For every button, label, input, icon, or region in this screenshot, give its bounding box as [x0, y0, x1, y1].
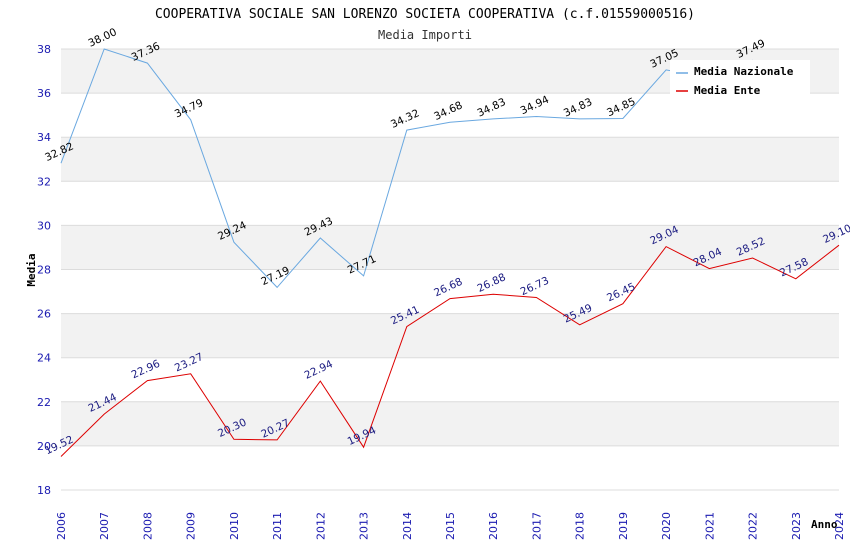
legend-box	[670, 60, 810, 96]
series-line-nazionale	[60, 48, 753, 289]
y-tick-label: 26	[37, 308, 51, 321]
legend: Media Nazionale Media Ente	[670, 60, 810, 97]
plot-band	[61, 313, 839, 358]
series-lines	[60, 48, 840, 457]
plot-band	[61, 445, 839, 490]
x-tick-label: 2009	[185, 512, 198, 540]
y-tick-label: 22	[37, 396, 51, 409]
plot-background-bands	[61, 49, 839, 490]
x-tick-label: 2010	[228, 512, 241, 540]
y-tick-label: 30	[37, 219, 51, 232]
x-tick-label: 2013	[358, 512, 371, 540]
plot-band	[61, 93, 839, 138]
y-tick-label: 20	[37, 440, 51, 453]
x-tick-label: 2019	[617, 512, 630, 540]
x-tick-label: 2008	[141, 512, 154, 540]
y-axis-ticks: 18 20 22 24 26 28 30 32 34 36 38	[37, 43, 51, 497]
chart-subtitle: Media Importi	[378, 28, 472, 42]
y-axis-label: Media	[25, 253, 38, 286]
y-tick-label: 24	[37, 352, 51, 365]
x-tick-label: 2020	[660, 512, 673, 540]
data-label: 38.00	[86, 26, 118, 50]
plot-band	[61, 357, 839, 402]
legend-label-ente: Media Ente	[694, 84, 761, 97]
y-tick-label: 34	[37, 131, 51, 144]
x-tick-label: 2006	[55, 512, 68, 540]
y-tick-label: 36	[37, 87, 51, 100]
x-tick-label: 2014	[401, 512, 414, 540]
x-tick-label: 2016	[487, 512, 500, 540]
plot-band	[61, 401, 839, 446]
x-tick-label: 2021	[703, 512, 716, 540]
plot-band	[61, 181, 839, 226]
x-tick-label: 2017	[530, 512, 543, 540]
gridlines	[61, 48, 839, 491]
x-tick-label: 2015	[444, 512, 457, 540]
x-tick-label: 2022	[747, 512, 760, 540]
y-tick-label: 18	[37, 484, 51, 497]
plot-band	[61, 137, 839, 182]
x-axis-ticks: 2006 2007 2008 2009 2010 2011 2012 2013 2014 2015…	[55, 512, 846, 540]
plot-band	[61, 269, 839, 314]
x-tick-label: 2024	[833, 512, 846, 540]
y-tick-label: 38	[37, 43, 51, 56]
series-line-ente	[60, 244, 840, 457]
x-tick-label: 2012	[314, 512, 327, 540]
plot-band	[61, 225, 839, 270]
x-axis-label: Anno	[811, 518, 838, 531]
y-tick-label: 32	[37, 175, 51, 188]
x-tick-label: 2023	[790, 512, 803, 540]
x-tick-label: 2011	[271, 512, 284, 540]
chart-title: COOPERATIVA SOCIALE SAN LORENZO SOCIETA …	[155, 7, 695, 22]
x-tick-label: 2007	[98, 512, 111, 540]
x-tick-label: 2018	[574, 512, 587, 540]
legend-label-nazionale: Media Nazionale	[694, 65, 794, 78]
y-tick-label: 28	[37, 264, 51, 277]
